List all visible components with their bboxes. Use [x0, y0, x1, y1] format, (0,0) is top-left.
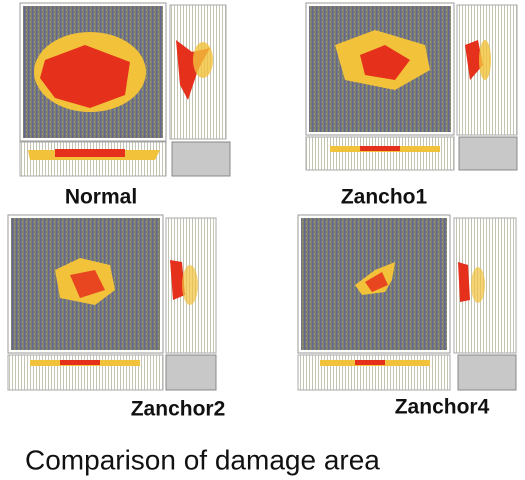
- panel-label: Zancho1: [341, 186, 428, 209]
- scan-panel: Zanchor4: [297, 214, 517, 419]
- panel-label: Normal: [65, 186, 137, 209]
- scan-panel: Normal: [19, 2, 231, 209]
- panel-label: Zanchor4: [395, 396, 490, 419]
- caption: Comparison of damage area: [25, 444, 380, 475]
- scan-panel: Zanchor2: [7, 214, 226, 421]
- panel-label: Zanchor2: [131, 398, 226, 421]
- scan-panel: Zancho1: [305, 2, 518, 209]
